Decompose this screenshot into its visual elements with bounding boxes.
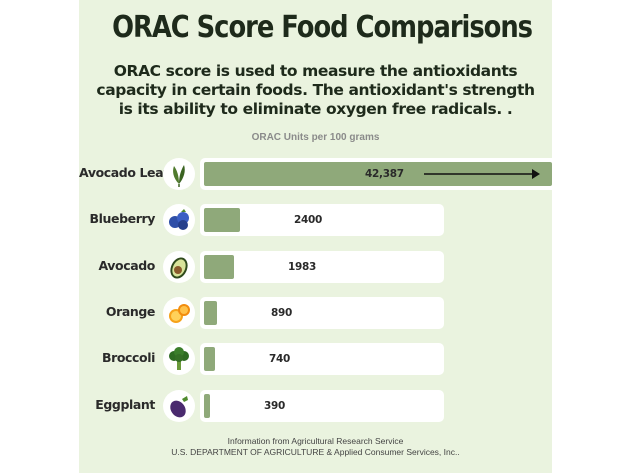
bar-row: Blueberry 2400: [79, 203, 552, 237]
chart-subtitle: ORAC score is used to measure the antiox…: [96, 62, 535, 118]
category-label: Avocado Leaf: [79, 165, 169, 180]
bar-mark: [204, 300, 218, 325]
footer-line-1: Information from Agricultural Research S…: [227, 436, 404, 446]
category-label: Blueberry: [89, 211, 156, 227]
blueberry-icon: [163, 204, 195, 237]
category-label: Avocado: [98, 257, 155, 273]
category-label: Eggplant: [95, 396, 155, 412]
data-label: 2400: [294, 214, 323, 227]
bar-track: 740: [200, 343, 444, 376]
bar-track: 2400: [200, 204, 444, 237]
bar-mark: [204, 254, 234, 279]
orange-icon: [163, 296, 195, 329]
data-label: 1983: [288, 260, 317, 273]
footer-source: Information from Agricultural Research S…: [79, 436, 552, 458]
eggplant-icon: [163, 389, 195, 422]
broccoli-icon: [163, 343, 195, 376]
bar-row: Avocado 1983: [79, 250, 552, 284]
data-label: 42,387: [365, 168, 404, 180]
category-label: Orange: [105, 303, 156, 319]
bar-track: 890: [200, 296, 444, 329]
data-label: 890: [271, 306, 293, 319]
bar-row: Broccoli 740: [79, 342, 552, 376]
bar-row: Orange 890: [79, 296, 552, 330]
bar-mark: [204, 208, 240, 233]
bar-track: 1983: [200, 250, 444, 283]
chart-title: ORAC Score Food Comparisons: [112, 10, 533, 45]
overflow-arrow-icon: [424, 169, 540, 179]
bar-row: Eggplant 390: [79, 389, 552, 423]
units-label: ORAC Units per 100 grams: [251, 132, 380, 143]
leaf-icon: [163, 158, 195, 190]
category-label: Broccoli: [101, 350, 155, 366]
bar-track: 390: [200, 389, 444, 422]
data-label: 740: [269, 353, 291, 366]
data-label: 390: [264, 399, 286, 412]
bar-mark: [204, 347, 216, 372]
footer-line-2: U.S. DEPARTMENT OF AGRICULTURE & Applied…: [171, 447, 460, 457]
bar-mark: [204, 393, 210, 418]
avocado-icon: [163, 250, 195, 283]
infographic-panel: ORAC Score Food Comparisons ORAC score i…: [79, 0, 552, 473]
